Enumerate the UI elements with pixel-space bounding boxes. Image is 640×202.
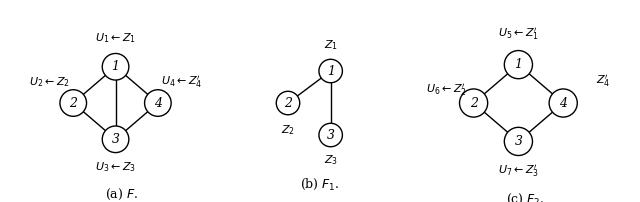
Circle shape	[549, 89, 577, 117]
Circle shape	[319, 123, 342, 147]
Circle shape	[60, 90, 86, 116]
Text: 3: 3	[326, 128, 335, 142]
Text: 4: 4	[559, 97, 567, 109]
Text: 1: 1	[515, 58, 522, 71]
Text: $U_3 \leftarrow Z_3$: $U_3 \leftarrow Z_3$	[95, 160, 136, 174]
Text: 1: 1	[326, 64, 335, 78]
Text: $Z_4'$: $Z_4'$	[596, 73, 611, 89]
Text: 3: 3	[111, 133, 120, 146]
Circle shape	[102, 54, 129, 80]
Circle shape	[504, 127, 532, 156]
Text: (a) $F$.: (a) $F$.	[105, 187, 138, 202]
Text: $Z_2$: $Z_2$	[281, 123, 295, 137]
Text: $U_7 \leftarrow Z_3'$: $U_7 \leftarrow Z_3'$	[498, 163, 539, 179]
Text: $U_2 \leftarrow Z_2$: $U_2 \leftarrow Z_2$	[29, 76, 69, 89]
Text: $U_1 \leftarrow Z_1$: $U_1 \leftarrow Z_1$	[95, 31, 136, 45]
Circle shape	[504, 50, 532, 79]
Circle shape	[460, 89, 488, 117]
Circle shape	[145, 90, 171, 116]
Text: $U_6 \leftarrow Z_2'$: $U_6 \leftarrow Z_2'$	[426, 82, 467, 98]
Text: (c) $F_2$.: (c) $F_2$.	[506, 192, 544, 202]
Text: $U_5 \leftarrow Z_1'$: $U_5 \leftarrow Z_1'$	[498, 26, 539, 42]
Text: $Z_1$: $Z_1$	[324, 38, 338, 52]
Text: $U_4 \leftarrow Z_4'$: $U_4 \leftarrow Z_4'$	[161, 75, 203, 90]
Text: 2: 2	[69, 97, 77, 109]
Text: (b) $F_1$.: (b) $F_1$.	[300, 177, 340, 193]
Circle shape	[319, 59, 342, 83]
Text: 4: 4	[154, 97, 162, 109]
Circle shape	[276, 91, 300, 115]
Text: 2: 2	[470, 97, 477, 109]
Text: 2: 2	[284, 97, 292, 109]
Text: 3: 3	[515, 135, 522, 148]
Text: 1: 1	[111, 60, 120, 73]
Text: $Z_3$: $Z_3$	[324, 153, 338, 167]
Circle shape	[102, 126, 129, 153]
